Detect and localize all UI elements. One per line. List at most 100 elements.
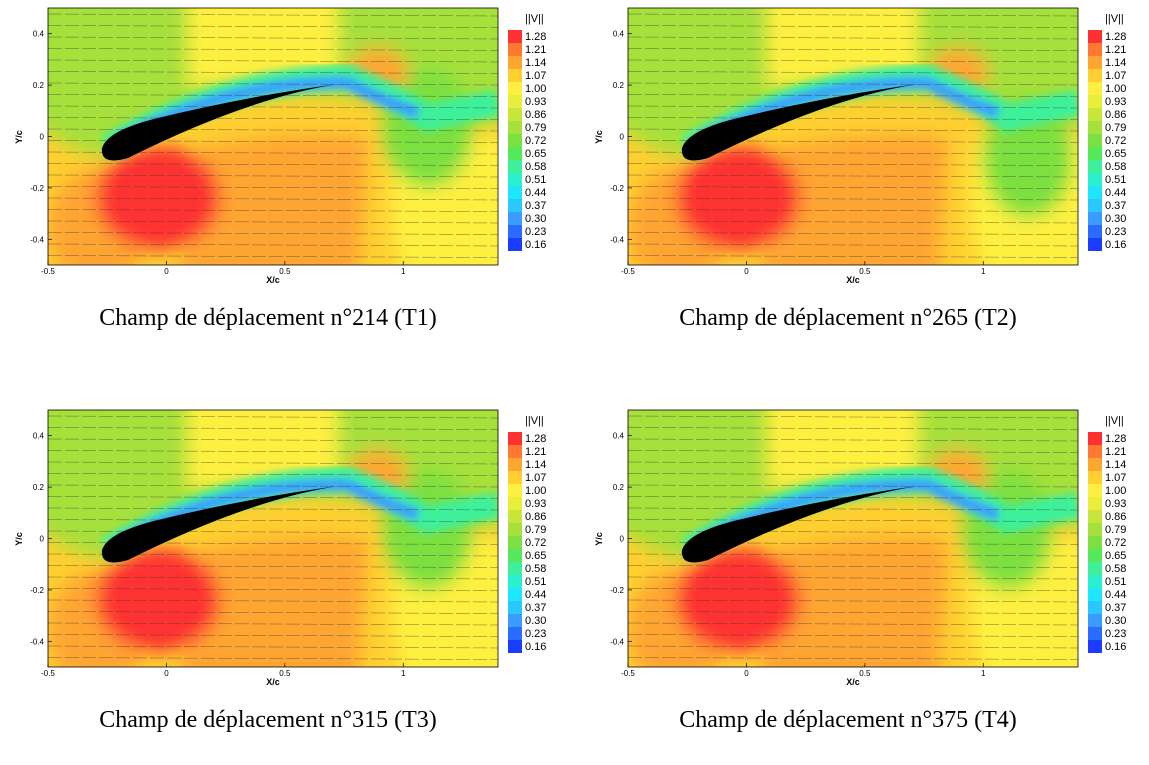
vector-row <box>48 438 498 442</box>
vector-row <box>48 450 498 453</box>
vector-row <box>628 71 1078 74</box>
colorbar-label: 1.14 <box>1105 57 1126 69</box>
vector-row <box>628 634 1078 637</box>
vector-row <box>48 519 498 522</box>
vector-row <box>48 59 498 63</box>
vector-row <box>48 657 498 660</box>
colorbar-label: 1.00 <box>525 83 546 95</box>
colorbar-label: 0.79 <box>525 524 546 536</box>
vector-row <box>48 622 498 626</box>
colorbar-swatch <box>508 484 522 497</box>
colorbar-label: 0.44 <box>1105 589 1126 601</box>
y-tick-label: 0.2 <box>613 81 625 90</box>
colorbar-label: 0.72 <box>1105 537 1126 549</box>
colorbar-label: 0.23 <box>525 226 546 238</box>
y-tick-label: -0.2 <box>610 184 624 193</box>
colorbar-label: 0.16 <box>525 239 546 251</box>
colorbar-swatch <box>508 186 522 199</box>
vector-row <box>628 197 1078 201</box>
colorbar-swatch <box>1088 30 1102 43</box>
colorbar-swatch <box>1088 549 1102 562</box>
caption: Champ de déplacement n°265 (T2) <box>679 305 1017 331</box>
vector-row <box>628 48 1078 51</box>
vector-row <box>48 105 498 109</box>
vector-row <box>628 611 1078 614</box>
field <box>48 410 498 667</box>
y-tick-label: 0 <box>40 535 45 544</box>
y-tick-label: -0.4 <box>30 235 44 244</box>
colorbar-label: 1.07 <box>525 70 546 82</box>
vector-row <box>628 82 1078 86</box>
contour-plot: -0.5 0 0.5 1-0.4-0.200.20.4X/cY/c||V||0.160… <box>14 409 546 733</box>
x-tick-label: -0.5 <box>41 267 55 276</box>
colorbar-label: 1.28 <box>525 31 546 43</box>
colorbar-swatch <box>508 497 522 510</box>
colorbar-swatch <box>508 640 522 653</box>
vector-row <box>48 599 498 603</box>
colorbar-swatch <box>1088 82 1102 95</box>
colorbar-label: 0.65 <box>1105 148 1126 160</box>
vector-row <box>628 128 1078 132</box>
colorbar-label: 1.07 <box>525 472 546 484</box>
field-red <box>96 146 220 250</box>
caption: Champ de déplacement n°375 (T4) <box>679 707 1017 733</box>
colorbar-label: 0.72 <box>525 537 546 549</box>
colorbar-swatch <box>1088 43 1102 56</box>
vector-row <box>628 415 1078 419</box>
colorbar-swatch <box>508 458 522 471</box>
x-tick-label: 0 <box>744 669 749 678</box>
colorbar-label: 1.00 <box>525 485 546 497</box>
vector-row <box>48 484 498 488</box>
vector-row <box>48 197 498 201</box>
vector-row <box>628 174 1078 178</box>
vector-row <box>48 634 498 637</box>
colorbar-label: 1.28 <box>1105 433 1126 445</box>
colorbar-swatch <box>1088 458 1102 471</box>
colorbar-swatch <box>508 69 522 82</box>
colorbar-swatch <box>508 147 522 160</box>
colorbar-label: 0.86 <box>525 109 546 121</box>
colorbar-swatch <box>508 238 522 251</box>
colorbar-swatch <box>508 445 522 458</box>
y-axis-label: Y/c <box>14 130 24 144</box>
vector-row <box>48 128 498 132</box>
vector-row <box>48 243 498 247</box>
colorbar-swatch <box>1088 432 1102 445</box>
vector-row <box>48 163 498 166</box>
vector-row <box>628 36 1078 40</box>
vector-row <box>48 473 498 476</box>
colorbar-label: 0.58 <box>1105 563 1126 575</box>
x-axis-label: X/c <box>846 677 860 687</box>
colorbar-swatch <box>1088 536 1102 549</box>
colorbar-swatch <box>1088 56 1102 69</box>
contour-plot: -0.5 0 0.5 1-0.4-0.200.20.4X/cY/c||V||0.160… <box>594 7 1126 331</box>
x-tick-label: 0 <box>164 669 169 678</box>
colorbar-swatch <box>508 95 522 108</box>
colorbar-label: 0.93 <box>525 96 546 108</box>
vector-row <box>48 13 498 17</box>
colorbar-swatch <box>1088 238 1102 251</box>
colorbar-label: 1.07 <box>1105 70 1126 82</box>
vector-row <box>48 36 498 40</box>
colorbar-label: 1.14 <box>1105 459 1126 471</box>
colorbar-swatch <box>1088 186 1102 199</box>
vector-row <box>628 209 1078 212</box>
colorbar-label: 0.65 <box>525 148 546 160</box>
colorbar-label: 0.65 <box>1105 550 1126 562</box>
colorbar-swatch <box>508 601 522 614</box>
vector-row <box>48 25 498 28</box>
colorbar-label: 0.30 <box>525 615 546 627</box>
colorbar-swatch <box>1088 497 1102 510</box>
vector-row <box>628 530 1078 534</box>
colorbar-label: 0.37 <box>525 200 546 212</box>
airfoil <box>101 84 338 161</box>
vector-row <box>48 530 498 534</box>
colorbar-label: 0.16 <box>1105 641 1126 653</box>
vector-row <box>628 450 1078 453</box>
y-tick-label: -0.2 <box>30 184 44 193</box>
y-tick-label: -0.4 <box>610 637 624 646</box>
colorbar-swatch <box>508 575 522 588</box>
colorbar-swatch <box>1088 212 1102 225</box>
colorbar-swatch <box>508 614 522 627</box>
